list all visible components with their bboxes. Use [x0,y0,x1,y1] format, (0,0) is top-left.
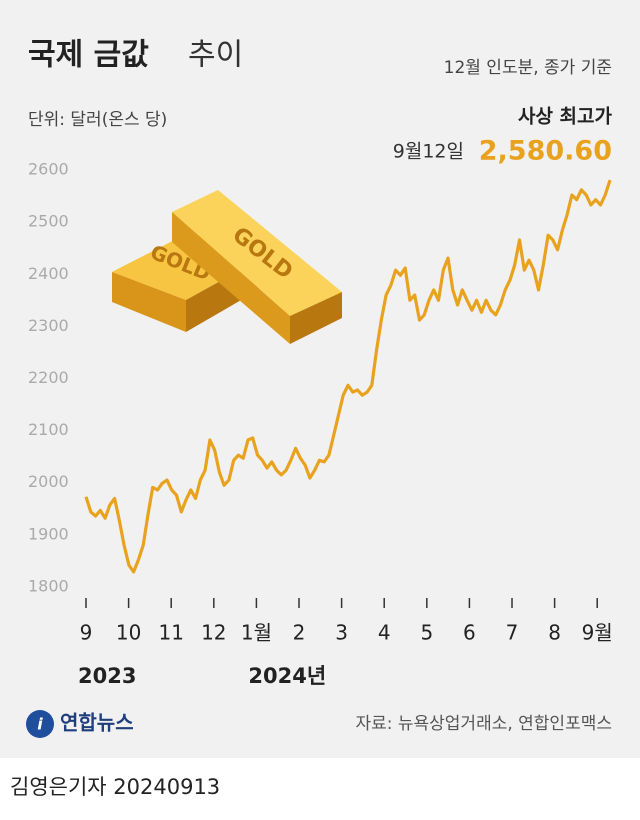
logo-mark: i [37,715,43,734]
x-tick-label: 10 [116,621,141,645]
x-tick-label: 11 [158,621,183,645]
byline-strip [0,758,640,820]
byline: 김영은기자 20240913 [10,775,220,799]
unit-label: 단위: 달러(온스 당) [28,110,167,130]
x-tick-label: 2 [293,621,306,645]
y-tick-label: 1800 [28,576,69,595]
source: 자료: 뉴욕상업거래소, 연합인포맥스 [355,714,612,734]
logo: 연합뉴스 [60,711,134,735]
x-tick-label: 4 [378,621,391,645]
x-tick-label: 7 [506,621,519,645]
chart-title-suffix: 추이 [188,38,243,73]
year-label: 2024년 [248,664,326,688]
y-tick-label: 2100 [28,420,69,439]
y-tick-label: 2300 [28,316,69,335]
x-tick-label: 8 [548,621,561,645]
x-tick-label: 12 [201,621,226,645]
y-tick-label: 1900 [28,524,69,543]
x-tick-label: 6 [463,621,476,645]
x-tick-label: 5 [420,621,433,645]
annotation-value: 2,580.60 [479,136,612,167]
logo-icon [26,710,54,738]
year-label: 2023 [78,664,136,688]
annotation-title: 사상 최고가 [518,106,613,128]
gold-bars-illustration: GOLD GOLD [112,190,342,344]
subtitle: 12월 인도분, 종가 기준 [444,58,612,78]
y-tick-label: 2000 [28,472,69,491]
x-tick-label: 9 [80,621,93,645]
y-tick-label: 2500 [28,212,69,231]
background [0,0,640,758]
x-tick-label: 3 [335,621,348,645]
y-tick-label: 2400 [28,264,69,283]
annotation-date: 9월12일 [393,141,464,163]
x-tick-label: 1월 [241,621,272,645]
x-tick-label: 9월 [582,621,613,645]
chart-title: 국제 금값 [28,38,149,73]
price-line [84,179,612,574]
y-tick-label: 2200 [28,368,69,387]
y-tick-label: 2600 [28,160,69,179]
